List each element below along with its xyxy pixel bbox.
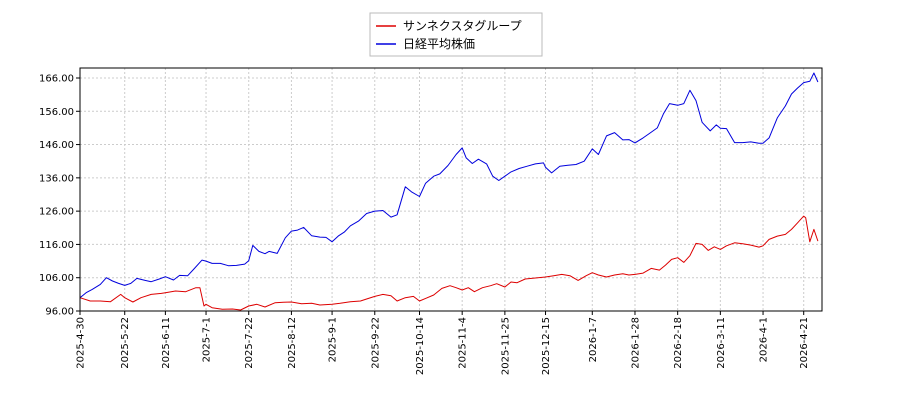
y-tick-label: 136.00 [39, 173, 74, 184]
series-line-nikkei [79, 72, 819, 299]
x-tick-label: 2025-11-25 [500, 317, 511, 375]
x-tick-label: 2025-4-30 [76, 317, 87, 369]
y-tick-label: 106.00 [39, 273, 74, 284]
x-tick-label: 2025-12-15 [541, 317, 552, 375]
y-tick-label: 126.00 [39, 207, 74, 218]
x-tick-label: 2025-9-1 [328, 317, 339, 362]
x-tick-label: 2025-11-4 [458, 317, 469, 369]
y-tick-label: 146.00 [39, 140, 74, 151]
grid-lines [79, 68, 822, 312]
x-axis: 2025-4-30 2025-5-22 2025-6-11 2025-7-1 2025-… [76, 311, 810, 375]
x-tick-label: 2026-1-28 [630, 317, 641, 369]
y-axis: 96.00 106.00 116.00 126.00 136.00 146.00 156.0… [39, 73, 80, 318]
legend-box [369, 12, 543, 57]
x-tick-label: 2025-6-11 [161, 317, 172, 369]
legend: サンネクスタグループ 日経平均株価 [369, 12, 543, 57]
legend-label-sannexta: サンネクスタグループ [403, 19, 522, 33]
x-tick-label: 2025-7-1 [202, 317, 213, 362]
x-tick-label: 2025-10-14 [415, 317, 426, 375]
series-lines [79, 72, 819, 311]
x-tick-label: 2025-5-22 [120, 317, 131, 369]
legend-label-nikkei: 日経平均株価 [403, 36, 475, 51]
x-tick-label: 2025-9-22 [370, 317, 381, 369]
x-tick-label: 2025-8-12 [287, 317, 298, 369]
series-line-sannexta [79, 215, 819, 311]
y-tick-label: 96.00 [45, 307, 74, 318]
x-tick-label: 2025-7-22 [244, 317, 255, 369]
plot-area-frame [79, 67, 823, 312]
x-tick-label: 2026-1-7 [588, 317, 599, 362]
x-tick-label: 2026-2-18 [673, 317, 684, 369]
y-tick-label: 166.00 [39, 73, 74, 84]
x-tick-label: 2026-3-11 [716, 317, 727, 369]
x-tick-label: 2026-4-1 [759, 317, 770, 362]
x-tick-label: 2026-4-21 [799, 317, 810, 369]
y-tick-label: 156.00 [39, 107, 74, 118]
y-tick-label: 116.00 [39, 240, 74, 251]
